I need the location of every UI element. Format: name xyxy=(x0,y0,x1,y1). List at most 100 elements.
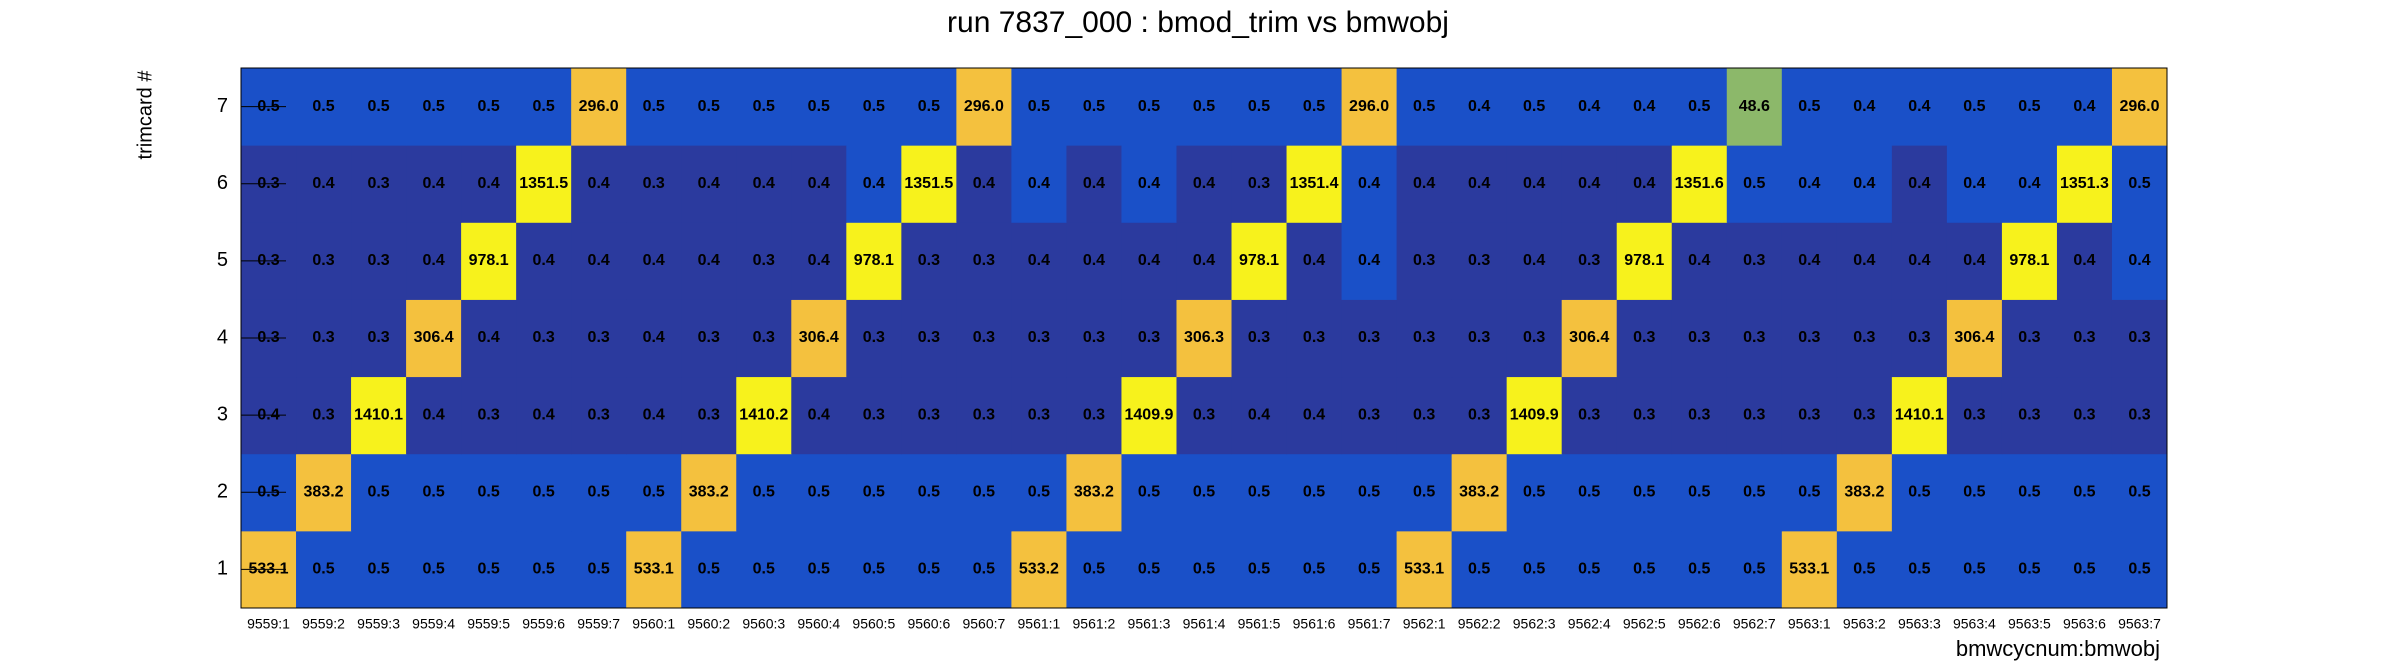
cell-label: 0.5 xyxy=(588,484,610,501)
heatmap-cell xyxy=(681,68,737,146)
x-tick-label: 9562:7 xyxy=(1733,616,1776,632)
cell-label: 0.3 xyxy=(1248,329,1270,346)
cell-label: 0.3 xyxy=(1468,252,1490,269)
heatmap-cell xyxy=(791,145,847,223)
cell-label: 0.3 xyxy=(1193,406,1215,423)
cell-label: 0.3 xyxy=(1743,406,1765,423)
cell-label: 0.4 xyxy=(1083,175,1105,192)
x-tick-label: 9559:6 xyxy=(522,616,565,632)
heatmap-cell xyxy=(406,299,462,378)
heatmap-cell xyxy=(406,145,462,223)
cell-label: 0.3 xyxy=(2073,406,2095,423)
cell-label: 0.3 xyxy=(918,252,940,269)
heatmap-cell xyxy=(406,222,462,300)
cell-label: 0.5 xyxy=(698,561,720,578)
heatmap-cell xyxy=(1176,68,1233,146)
cell-label: 306.4 xyxy=(799,329,839,346)
x-axis-label: bmwcycnum:bmwobj xyxy=(1956,636,2160,661)
heatmap-cell xyxy=(461,376,517,455)
heatmap-cell xyxy=(2111,68,2168,146)
heatmap-cell xyxy=(2111,530,2168,609)
heatmap-cell xyxy=(1121,222,1177,300)
cell-label: 0.3 xyxy=(1028,329,1050,346)
heatmap-cell xyxy=(1891,376,1948,455)
heatmap-cell xyxy=(846,145,902,223)
cell-label: 0.5 xyxy=(1303,98,1325,115)
heatmap-cell xyxy=(1231,299,1288,378)
heatmap-cell xyxy=(1561,68,1618,146)
cell-label: 0.4 xyxy=(2018,175,2040,192)
heatmap-cell xyxy=(571,145,627,223)
cell-label: 0.5 xyxy=(2128,175,2150,192)
cell-label: 0.3 xyxy=(918,406,940,423)
cell-label: 978.1 xyxy=(1624,252,1664,269)
heatmap-cell xyxy=(1561,376,1618,455)
heatmap-cell xyxy=(956,376,1012,455)
cell-label: 0.4 xyxy=(1963,175,1985,192)
heatmap-cell xyxy=(1891,453,1948,532)
cell-label: 0.4 xyxy=(1578,98,1600,115)
cell-label: 0.5 xyxy=(643,98,665,115)
heatmap-cell xyxy=(1726,530,1783,609)
cell-label: 0.3 xyxy=(533,329,555,346)
cell-label: 0.3 xyxy=(1413,406,1435,423)
heatmap-cell xyxy=(1286,530,1343,609)
cell-label: 0.5 xyxy=(1138,484,1160,501)
heatmap-cell xyxy=(626,145,682,223)
heatmap-cell xyxy=(461,68,517,146)
heatmap-cell xyxy=(626,453,682,532)
heatmap-cell xyxy=(2001,222,2058,300)
cell-label: 0.3 xyxy=(698,329,720,346)
cell-label: 0.5 xyxy=(1523,484,1545,501)
x-tick-label: 9559:3 xyxy=(357,616,400,632)
heatmap-cell xyxy=(1066,376,1122,455)
cell-label: 0.5 xyxy=(2073,484,2095,501)
heatmap-cell xyxy=(1176,222,1233,300)
y-tick-label: 1 xyxy=(217,558,228,580)
heatmap-cell xyxy=(1616,145,1673,223)
heatmap-cell xyxy=(1286,222,1343,300)
heatmap-cell xyxy=(846,299,902,378)
x-tick-label: 9563:3 xyxy=(1898,616,1941,632)
cell-label: 0.5 xyxy=(1083,561,1105,578)
cell-label: 0.3 xyxy=(1083,406,1105,423)
chart-title: run 7837_000 : bmod_trim vs bmwobj xyxy=(947,6,1449,39)
cell-label: 978.1 xyxy=(854,252,894,269)
cell-label: 0.4 xyxy=(1523,175,1545,192)
heatmap-cell xyxy=(846,530,902,609)
cell-label: 0.5 xyxy=(1523,561,1545,578)
cell-label: 0.3 xyxy=(973,406,995,423)
heatmap-cell xyxy=(1341,145,1398,223)
heatmap-cell xyxy=(1561,222,1618,300)
cell-label: 0.3 xyxy=(1468,406,1490,423)
heatmap-cell xyxy=(1396,68,1453,146)
plot-frame xyxy=(240,67,2168,609)
x-tick-label: 9559:2 xyxy=(302,616,345,632)
cell-label: 0.5 xyxy=(1193,561,1215,578)
heatmap-cell xyxy=(901,530,957,609)
heatmap-cell xyxy=(1671,68,1728,146)
cell-label: 0.4 xyxy=(1523,252,1545,269)
cell-label: 0.3 xyxy=(1413,252,1435,269)
cell-label: 0.4 xyxy=(1303,252,1325,269)
cell-label: 0.4 xyxy=(422,406,444,423)
cell-label: 0.5 xyxy=(918,98,940,115)
heatmap-cell xyxy=(1231,453,1288,532)
heatmap-cell xyxy=(1671,145,1728,223)
heatmap-cell xyxy=(461,453,517,532)
cell-label: 0.4 xyxy=(1963,252,1985,269)
heatmap-cell xyxy=(681,299,737,378)
heatmap-cell xyxy=(626,299,682,378)
cell-label: 0.4 xyxy=(753,175,775,192)
cell-label: 1410.1 xyxy=(354,406,403,423)
heatmap-cell xyxy=(1726,68,1783,146)
x-tick-label: 9562:3 xyxy=(1513,616,1556,632)
heatmap-cell xyxy=(571,376,627,455)
heatmap-cell xyxy=(2001,376,2058,455)
heatmap-cell xyxy=(1836,453,1893,532)
cell-label: 296.0 xyxy=(964,98,1004,115)
cell-label: 0.3 xyxy=(1798,329,1820,346)
x-tick-label: 9562:1 xyxy=(1403,616,1446,632)
heatmap-cell xyxy=(791,68,847,146)
x-tick-label: 9560:6 xyxy=(907,616,950,632)
